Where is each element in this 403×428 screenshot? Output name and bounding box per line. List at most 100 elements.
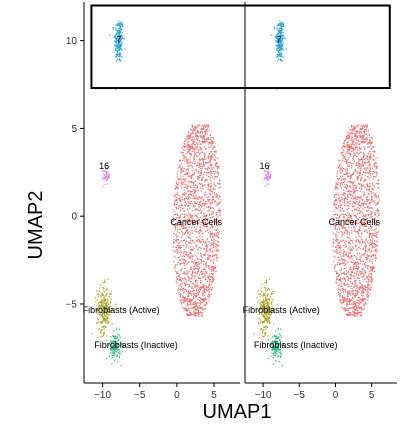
data-point [362, 248, 364, 250]
data-point [277, 354, 279, 356]
data-point [116, 349, 119, 351]
data-point [345, 229, 347, 231]
data-point [347, 201, 349, 203]
data-point [214, 254, 216, 256]
data-point [361, 268, 363, 271]
data-point [111, 308, 113, 311]
data-point [353, 285, 355, 287]
data-point [343, 239, 345, 241]
data-point [122, 346, 125, 348]
data-point [215, 217, 218, 219]
data-point [372, 184, 374, 186]
data-point [351, 258, 353, 260]
data-point [342, 225, 344, 227]
data-point [186, 229, 189, 232]
data-point [207, 184, 209, 186]
data-point [179, 214, 182, 216]
data-point [115, 49, 117, 52]
data-point [211, 148, 213, 150]
data-point [190, 181, 192, 184]
data-point [183, 210, 186, 212]
data-point [187, 315, 190, 317]
data-point [195, 132, 197, 134]
data-point [371, 226, 373, 228]
data-point [355, 236, 357, 238]
data-point [368, 133, 370, 135]
data-point [339, 199, 341, 201]
data-point [175, 250, 177, 252]
data-point [364, 124, 366, 126]
data-point [180, 259, 182, 261]
data-point [344, 285, 346, 287]
data-point [105, 171, 107, 174]
data-point [206, 198, 209, 201]
data-point [201, 211, 203, 213]
data-point [183, 302, 185, 304]
data-point [190, 153, 192, 155]
data-point [207, 207, 209, 209]
data-point [265, 313, 267, 315]
data-point [114, 344, 116, 347]
data-point [335, 197, 337, 199]
data-point [350, 287, 352, 289]
data-point [356, 252, 359, 254]
data-point [375, 203, 377, 205]
data-point [353, 162, 355, 165]
data-point [119, 54, 121, 56]
data-point [199, 306, 202, 308]
data-point [280, 52, 282, 54]
data-point [333, 210, 335, 212]
data-point [337, 177, 339, 180]
data-point [188, 237, 190, 239]
data-point [104, 310, 106, 313]
data-point [375, 250, 377, 252]
data-point [263, 304, 265, 306]
data-point [364, 215, 367, 217]
data-point [338, 197, 340, 199]
data-point [204, 297, 207, 299]
data-point [356, 261, 358, 264]
data-point [346, 262, 348, 264]
data-point [100, 329, 102, 332]
data-point [276, 24, 278, 26]
data-point [347, 131, 349, 133]
data-point [268, 306, 270, 308]
data-point [208, 146, 210, 148]
data-point [119, 43, 121, 46]
data-point [340, 163, 342, 165]
data-point [345, 272, 347, 275]
data-point [188, 242, 190, 244]
data-point [346, 218, 349, 221]
data-point [268, 300, 270, 302]
data-point [276, 33, 279, 35]
data-point [266, 170, 268, 173]
data-point [267, 309, 269, 312]
data-point [281, 36, 283, 38]
data-point [332, 238, 335, 241]
data-point [372, 192, 374, 194]
data-point [355, 308, 357, 310]
data-point [357, 161, 359, 163]
data-point [376, 216, 378, 218]
data-point [100, 322, 102, 324]
data-point [357, 311, 359, 313]
data-point [195, 202, 197, 204]
data-point [265, 281, 267, 284]
data-point [281, 28, 284, 30]
data-point [193, 303, 195, 305]
data-point [200, 262, 202, 265]
data-point [338, 222, 340, 224]
data-point [358, 271, 361, 273]
data-point [349, 134, 351, 136]
data-point [360, 147, 362, 149]
data-point [190, 266, 193, 268]
data-point [183, 272, 185, 274]
data-point [192, 195, 195, 197]
data-point [210, 158, 213, 160]
data-point [214, 176, 216, 178]
data-point [362, 308, 364, 310]
data-point [365, 250, 367, 252]
data-point [348, 150, 350, 152]
data-point [355, 289, 357, 292]
data-point [268, 176, 271, 178]
